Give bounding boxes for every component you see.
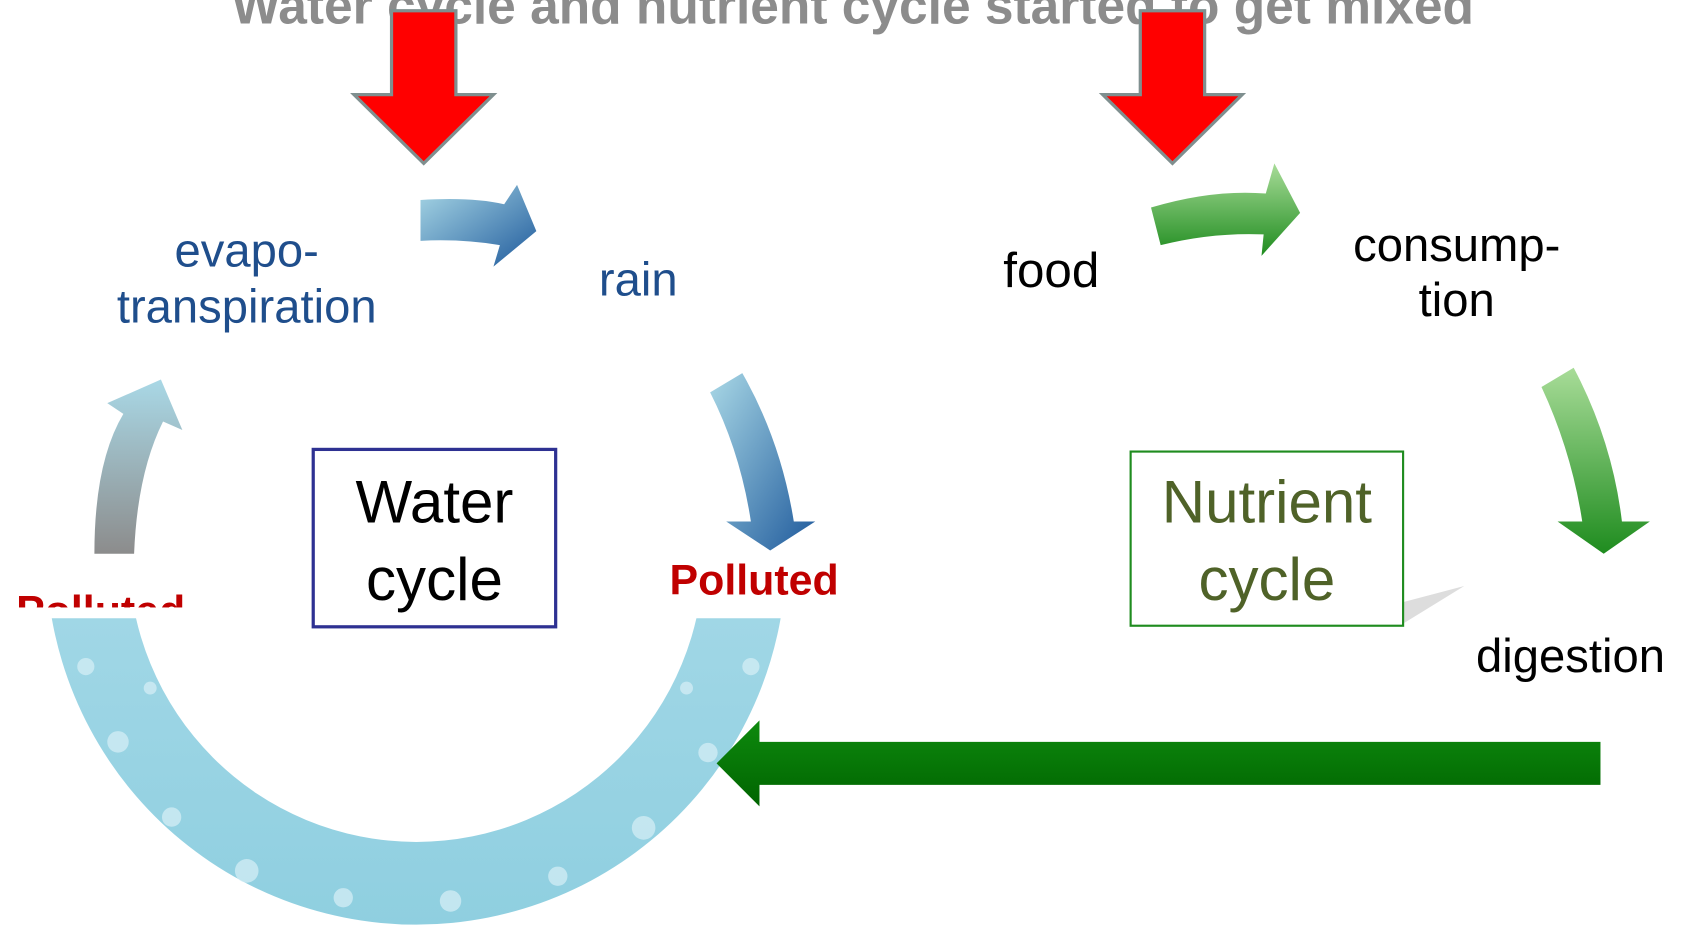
curved-arrow bbox=[1541, 368, 1649, 554]
shadow bbox=[1403, 586, 1464, 624]
node-label: rain bbox=[599, 254, 678, 307]
green-arrow bbox=[717, 720, 1601, 806]
box-label: Water bbox=[355, 468, 513, 535]
node-label: evapo- bbox=[175, 225, 319, 278]
node-label: transpiration bbox=[117, 280, 377, 333]
node-label: tion bbox=[1419, 274, 1495, 327]
box-label: cycle bbox=[1198, 546, 1335, 613]
curved-arrow bbox=[1151, 163, 1300, 255]
polluted-label: Polluted bbox=[670, 557, 839, 605]
node-label: digestion bbox=[1476, 630, 1665, 683]
node-label: consump- bbox=[1353, 219, 1560, 272]
box-label: cycle bbox=[366, 546, 503, 613]
curved-arrow bbox=[710, 373, 815, 550]
box-label: Nutrient bbox=[1162, 468, 1373, 535]
curved-arrow bbox=[94, 380, 182, 554]
diagram: Water cycle and nutrient cycle started t… bbox=[0, 0, 1682, 930]
page: Water cycle and nutrient cycle started t… bbox=[0, 0, 1682, 930]
curved-arrow bbox=[421, 185, 537, 267]
node-label: food bbox=[1003, 243, 1099, 298]
